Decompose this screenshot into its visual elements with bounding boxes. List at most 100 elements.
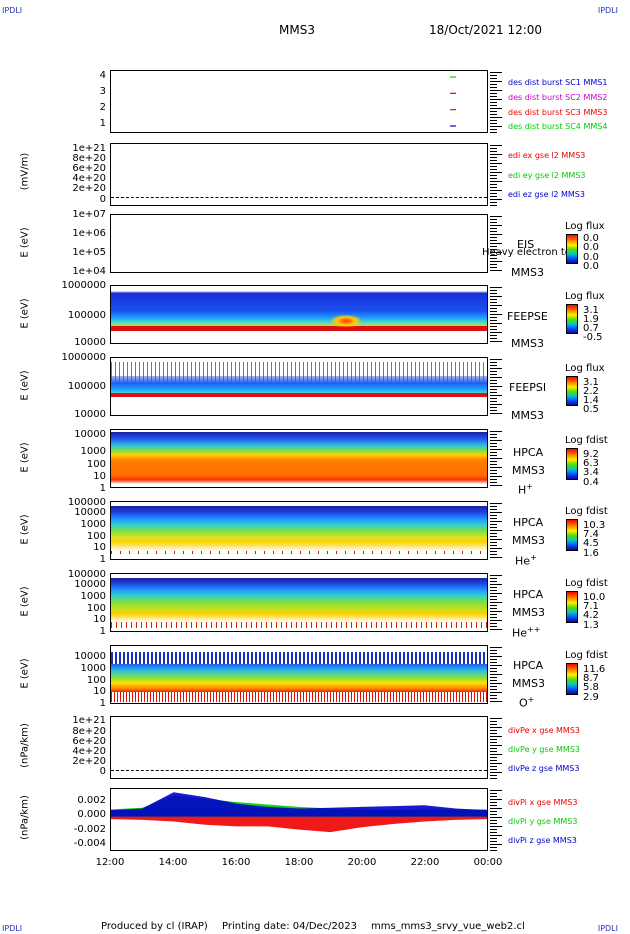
right-tick: [490, 578, 497, 579]
right-tick: [490, 617, 497, 618]
hpca-hepp-ytick: 10: [93, 614, 106, 625]
right-tick: [490, 99, 502, 100]
right-tick: [490, 219, 497, 220]
right-tick: [490, 790, 502, 791]
right-tick: [490, 605, 497, 606]
right-tick: [490, 596, 497, 597]
right-tick: [490, 742, 497, 743]
feepsi-red-band: [111, 393, 487, 397]
right-tick: [490, 461, 497, 462]
right-tick: [490, 479, 497, 480]
right-tick: [490, 533, 497, 534]
right-tick: [490, 745, 502, 746]
right-tick: [490, 222, 497, 223]
hpca-he-noise: [111, 551, 487, 554]
right-tick: [490, 602, 502, 603]
x-tick: 00:00: [473, 857, 503, 868]
right-tick: [490, 814, 497, 815]
right-tick: [490, 243, 502, 244]
right-tick: [490, 662, 497, 663]
right-tick: [490, 392, 497, 393]
right-tick: [490, 216, 502, 217]
right-tick: [490, 317, 497, 318]
hpca-h-ytick: 10000: [74, 429, 106, 440]
right-tick: [490, 503, 502, 504]
right-tick: [490, 129, 497, 130]
right-tick: [490, 593, 502, 594]
burst-panel: [110, 70, 488, 133]
right-tick: [490, 449, 502, 450]
right-tick: [490, 228, 497, 229]
x-tick: 22:00: [410, 857, 440, 868]
right-tick: [490, 778, 497, 779]
right-tick: [490, 739, 497, 740]
divpe-panel: [110, 716, 488, 779]
hpca-he-ytick: 100000: [67, 497, 106, 508]
right-tick: [490, 311, 497, 312]
right-tick: [490, 157, 497, 158]
edi-legend-ey: edi ey gse l2 MMS3: [508, 171, 586, 180]
hpca-h-panel: [110, 429, 488, 488]
right-tick: [490, 401, 497, 402]
hpca-he-colorbar-value: 1.6: [583, 548, 599, 559]
right-tick: [490, 398, 497, 399]
feepse-instrument: FEEPSE: [507, 310, 548, 323]
feepsi-colorbar-value: 1.4: [583, 395, 599, 406]
hpca-he-species-name: He: [515, 554, 531, 568]
burst-legend-mms3: des dist burst SC3 MMS3: [508, 108, 608, 117]
feepsi-spectrogram: [111, 376, 487, 394]
right-tick: [490, 148, 497, 149]
eis-ytick: 1e+04: [72, 266, 106, 277]
divpe-ytick: 0: [99, 766, 106, 777]
right-tick: [490, 524, 497, 525]
right-tick: [490, 796, 497, 797]
divpi-legend-y: divPi y gse MMS3: [508, 817, 578, 826]
right-tick: [490, 78, 497, 79]
right-tick: [490, 835, 502, 836]
feepsi-colorbar: [566, 376, 578, 406]
right-tick: [490, 202, 497, 203]
right-tick: [490, 587, 497, 588]
right-tick: [490, 105, 497, 106]
hpca-o-ytick: 1: [99, 698, 106, 709]
right-tick: [490, 793, 497, 794]
right-tick: [490, 826, 502, 827]
divpi-ytick: 0.002: [77, 795, 106, 806]
divpe-legend-z: divPe z gse MMS3: [508, 764, 580, 773]
right-tick: [490, 799, 502, 800]
right-tick: [490, 769, 497, 770]
right-tick: [490, 258, 497, 259]
right-tick: [490, 485, 502, 486]
burst-ytick: 2: [99, 102, 106, 113]
hpca-o-species: O+: [519, 695, 534, 710]
right-tick: [490, 72, 502, 73]
x-tick: 14:00: [158, 857, 188, 868]
right-tick: [490, 323, 502, 324]
feepsi-instrument: FEEPSI: [509, 381, 547, 394]
right-tick: [490, 225, 502, 226]
edi-ytick: 1e+21: [72, 143, 106, 154]
hpca-hepp-colorbar-value: 10.0: [583, 592, 606, 603]
hpca-o-species-charge: +: [527, 695, 535, 704]
hpca-he-spectrogram: [111, 506, 487, 551]
feepsi-colorbar-title: Log flux: [565, 363, 605, 374]
hpca-o-ytick: 1000: [80, 663, 106, 674]
right-tick: [490, 341, 502, 342]
right-tick: [490, 120, 497, 121]
right-tick: [490, 802, 497, 803]
right-tick: [490, 126, 502, 127]
eis-colorbar-value: 0.0: [583, 242, 599, 253]
x-tick: 16:00: [221, 857, 251, 868]
hpca-o-noise: [111, 692, 487, 702]
right-tick: [490, 772, 502, 773]
feepse-colorbar-title: Log flux: [565, 291, 605, 302]
right-tick: [490, 656, 502, 657]
corner-label-top-left: IPDLI: [2, 6, 23, 15]
hpca-he-ytick: 10000: [74, 507, 106, 518]
hpca-o-instrument: HPCA: [513, 659, 544, 672]
right-tick: [490, 175, 497, 176]
x-tick: 18:00: [284, 857, 314, 868]
hpca-hepp-colorbar-value: 7.1: [583, 601, 599, 612]
right-tick: [490, 751, 497, 752]
right-tick: [490, 539, 502, 540]
